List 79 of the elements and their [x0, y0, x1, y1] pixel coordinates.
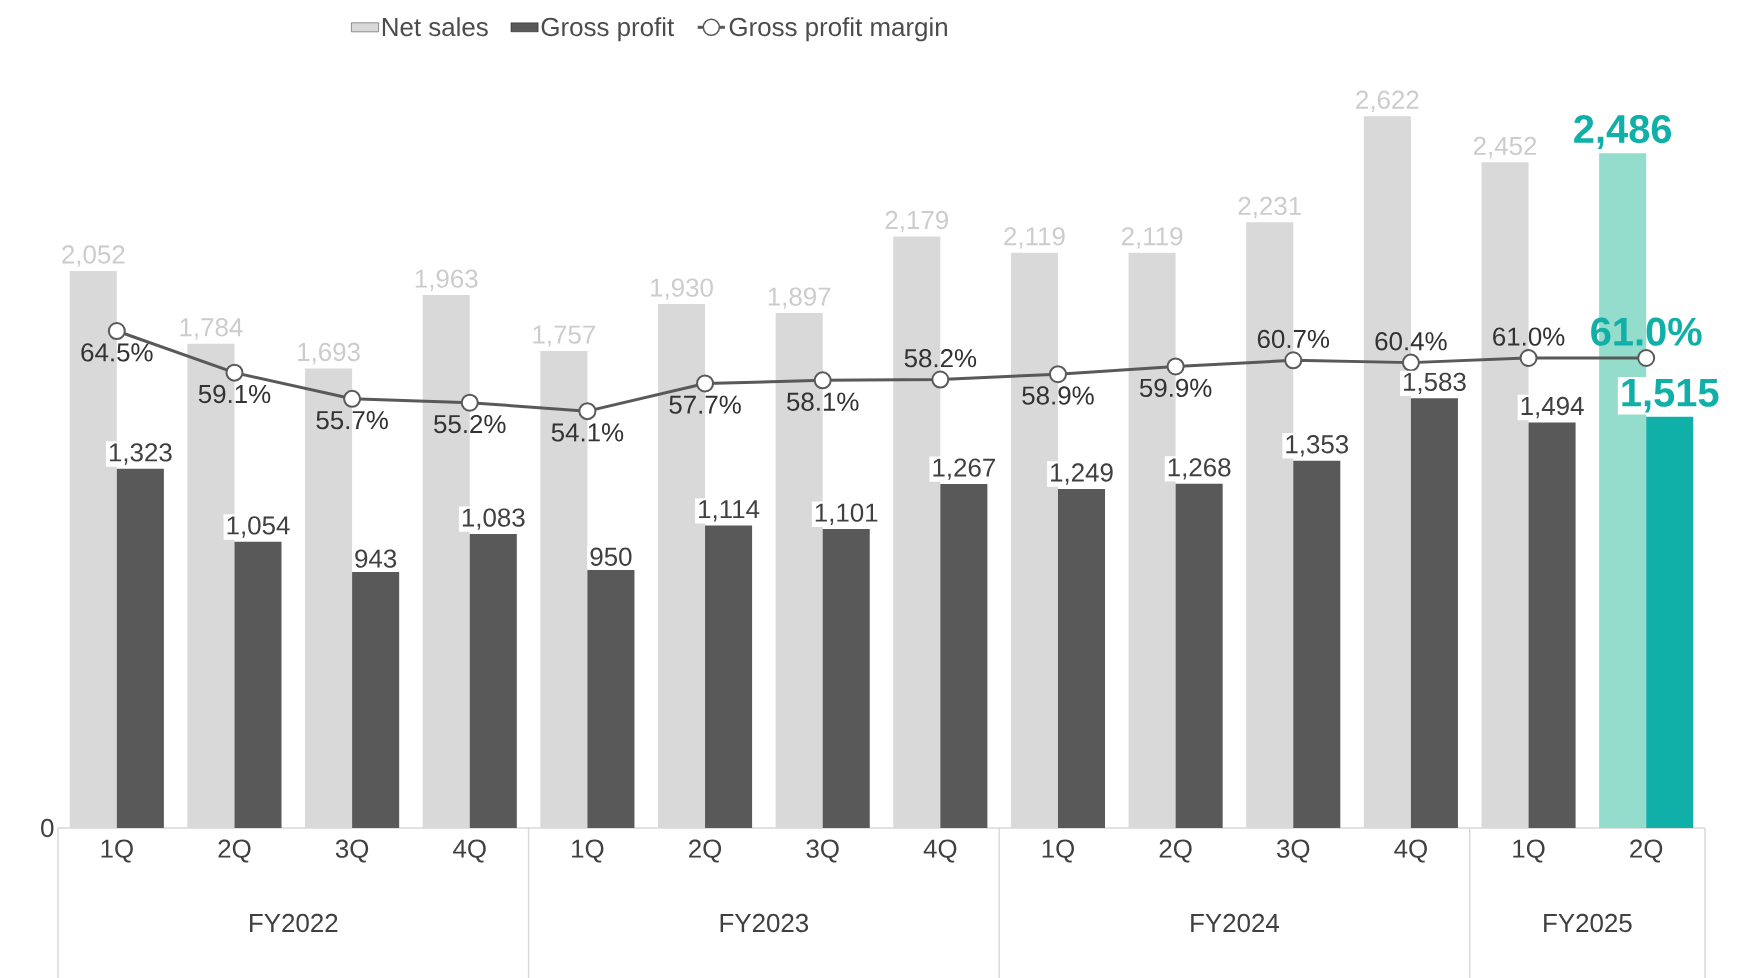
- point: [1519, 349, 1538, 367]
- point: [578, 402, 597, 421]
- point: [696, 374, 715, 393]
- data-label: 58.2%: [904, 349, 977, 368]
- bar: [469, 534, 517, 828]
- bar: [940, 484, 988, 828]
- x-tick-label: 1Q: [572, 839, 604, 863]
- x-tick-label: 4Q: [453, 839, 486, 863]
- x-tick-label: 2Q: [218, 839, 251, 863]
- bar: [234, 541, 282, 828]
- data-label: 61.0%: [1493, 327, 1565, 346]
- data-label: 60.7%: [1257, 329, 1330, 349]
- data-label: 61.0%: [1591, 317, 1702, 346]
- data-label: 943: [355, 549, 397, 568]
- data-label: 58.1%: [786, 392, 859, 411]
- text: FY2022: [250, 913, 338, 933]
- x-tick-label: 2Q: [1630, 839, 1663, 863]
- legend-label: Gross profit margin: [729, 17, 947, 42]
- x-tick-label: 3Q: [1276, 839, 1310, 863]
- x-tick-label: 2Q: [1159, 839, 1192, 863]
- data-label: 57.7%: [669, 395, 741, 414]
- x-tick-label: 1Q: [1042, 839, 1074, 863]
- data-label: 1,583: [1403, 372, 1466, 395]
- point: [107, 322, 126, 341]
- data-label: 1,268: [1168, 458, 1231, 480]
- bar: [116, 468, 164, 828]
- bar: [705, 525, 753, 828]
- point: [1401, 353, 1420, 372]
- data-label: 1,101: [815, 503, 878, 525]
- data-label: 1,267: [933, 458, 995, 480]
- data-label: 64.5%: [81, 343, 153, 362]
- x-tick-label: 4Q: [923, 839, 957, 863]
- data-label: 1,353: [1286, 435, 1349, 457]
- x-tick-label: 2Q: [689, 839, 722, 863]
- data-label: 1,494: [1521, 396, 1584, 419]
- data-label: 55.7%: [316, 411, 388, 430]
- data-label: 1,515: [1622, 378, 1719, 413]
- bar: [1410, 398, 1458, 828]
- data-label: 1,114: [699, 500, 760, 522]
- bar: [1293, 460, 1341, 828]
- data-label: 60.4%: [1375, 332, 1447, 351]
- bar: [1057, 488, 1106, 828]
- x-tick-label: 1Q: [1513, 839, 1545, 863]
- x-tick-label: 3Q: [806, 839, 839, 863]
- data-label: 59.1%: [198, 384, 271, 404]
- data-label: 1,249: [1051, 463, 1113, 485]
- legend-label: Net sales: [382, 17, 488, 37]
- bar: [1528, 422, 1576, 828]
- bar: [1646, 416, 1694, 828]
- point: [225, 363, 244, 382]
- data-label: 58.9%: [1022, 386, 1094, 405]
- bar: [1175, 483, 1223, 828]
- data-label: 1,323: [109, 443, 172, 465]
- point: [1284, 351, 1303, 370]
- bar: [352, 572, 400, 828]
- data-label: 54.1%: [551, 423, 624, 442]
- data-label: 55.2%: [434, 414, 506, 434]
- point: [1637, 349, 1656, 367]
- legend-label: Gross profit: [541, 17, 675, 42]
- point: [931, 370, 950, 389]
- data-label: 2,486: [1574, 114, 1672, 149]
- point: [813, 371, 832, 390]
- text: FY2024: [1191, 913, 1280, 933]
- text: FY2023: [720, 913, 809, 933]
- point: [343, 389, 362, 408]
- point: [1048, 365, 1067, 384]
- point: [1166, 357, 1185, 376]
- data-label: 59.9%: [1139, 378, 1212, 398]
- x-tick-label: 3Q: [335, 839, 369, 863]
- point: [460, 393, 479, 412]
- x-tick-label: 1Q: [101, 839, 133, 863]
- x-tick-label: 4Q: [1394, 839, 1427, 863]
- data-label: 950: [590, 547, 632, 566]
- text: FY2025: [1544, 913, 1632, 933]
- data-label: 1,083: [462, 508, 525, 530]
- bar: [587, 570, 635, 828]
- text: 0: [41, 818, 54, 838]
- data-label: 1,054: [227, 516, 290, 538]
- bar: [822, 529, 870, 828]
